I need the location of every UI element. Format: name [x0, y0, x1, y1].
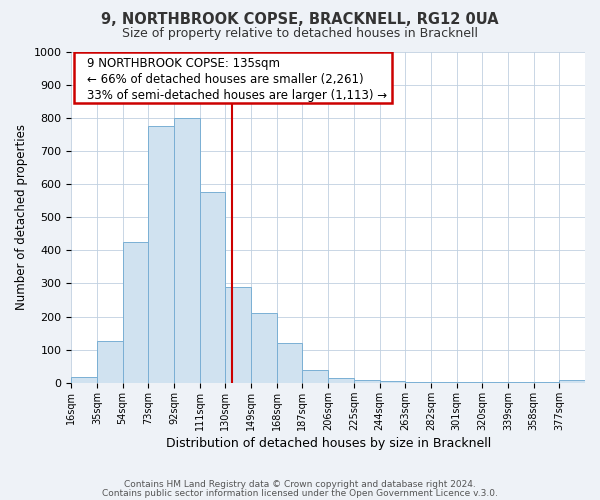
Bar [354, 380, 380, 383]
Bar [226, 287, 251, 383]
Text: 9 NORTHBROOK COPSE: 135sqm: 9 NORTHBROOK COPSE: 135sqm [86, 58, 280, 70]
Text: 9, NORTHBROOK COPSE, BRACKNELL, RG12 0UA: 9, NORTHBROOK COPSE, BRACKNELL, RG12 0UA [101, 12, 499, 28]
Bar [431, 382, 457, 383]
FancyBboxPatch shape [74, 52, 392, 103]
Text: Contains public sector information licensed under the Open Government Licence v.: Contains public sector information licen… [102, 488, 498, 498]
Bar [277, 343, 302, 383]
Bar [559, 380, 585, 383]
Text: 33% of semi-detached houses are larger (1,113) →: 33% of semi-detached houses are larger (… [86, 88, 387, 102]
Bar [174, 118, 200, 383]
Bar [148, 126, 174, 383]
Y-axis label: Number of detached properties: Number of detached properties [15, 124, 28, 310]
Text: Contains HM Land Registry data © Crown copyright and database right 2024.: Contains HM Land Registry data © Crown c… [124, 480, 476, 489]
Bar [302, 370, 328, 383]
Bar [533, 382, 559, 383]
Bar [122, 242, 148, 383]
Bar [71, 377, 97, 383]
Bar [508, 382, 533, 383]
Bar [328, 378, 354, 383]
X-axis label: Distribution of detached houses by size in Bracknell: Distribution of detached houses by size … [166, 437, 491, 450]
Bar [457, 382, 482, 383]
Bar [405, 382, 431, 383]
Bar [482, 382, 508, 383]
Bar [380, 382, 405, 383]
Bar [97, 342, 122, 383]
Text: ← 66% of detached houses are smaller (2,261): ← 66% of detached houses are smaller (2,… [86, 73, 364, 86]
Text: Size of property relative to detached houses in Bracknell: Size of property relative to detached ho… [122, 28, 478, 40]
Bar [251, 314, 277, 383]
Bar [200, 192, 226, 383]
